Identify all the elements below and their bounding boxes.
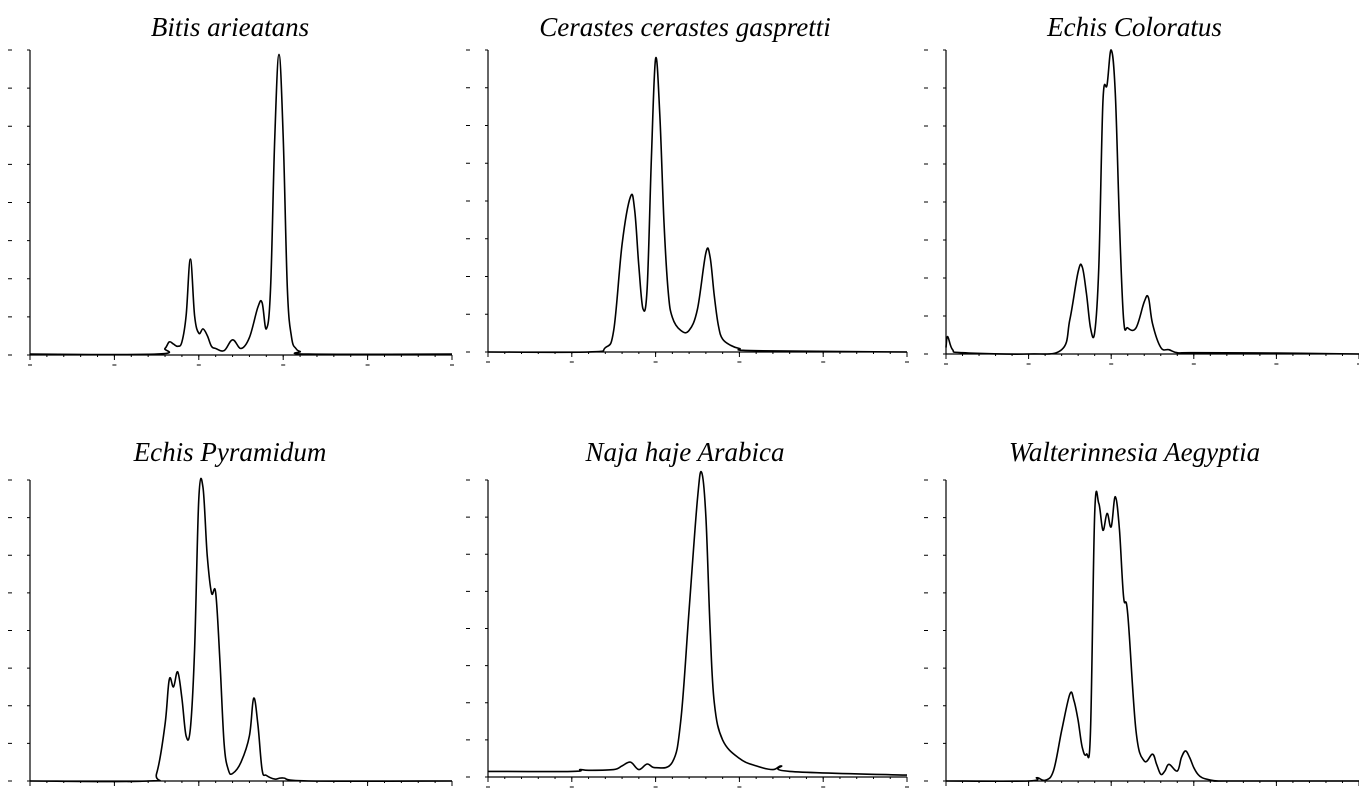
chart-plot	[466, 470, 909, 788]
series-line	[29, 477, 453, 783]
chart-panel-4: Echis Pyramidum	[0, 395, 460, 789]
chart-title: Echis Coloratus	[1047, 12, 1222, 42]
chart-plot	[466, 49, 909, 363]
chart-panel-2: Cerastes cerastes gaspretti	[460, 0, 910, 390]
chart-title: Walterinnesia Aegyptia	[1008, 437, 1261, 467]
series-line	[945, 49, 1359, 355]
chart-plot	[8, 49, 454, 366]
chart-panel-1: Bitis arieatans	[0, 0, 460, 390]
chart-panel-5: Naja haje Arabica	[460, 395, 910, 789]
series-line	[487, 470, 908, 776]
chart-plot	[924, 49, 1359, 365]
chart-plot	[8, 477, 453, 786]
series-line	[945, 490, 1359, 783]
chart-title: Echis Pyramidum	[133, 437, 327, 467]
chart-panel-6: Walterinnesia Aegyptia	[910, 395, 1359, 789]
series-line	[29, 53, 453, 356]
chart-title: Cerastes cerastes gaspretti	[539, 12, 831, 42]
chart-title: Bitis arieatans	[150, 12, 310, 42]
chart-title: Naja haje Arabica	[585, 437, 785, 467]
series-line	[487, 56, 908, 354]
chart-panel-3: Echis Coloratus	[910, 0, 1359, 390]
chart-plot	[924, 479, 1359, 786]
